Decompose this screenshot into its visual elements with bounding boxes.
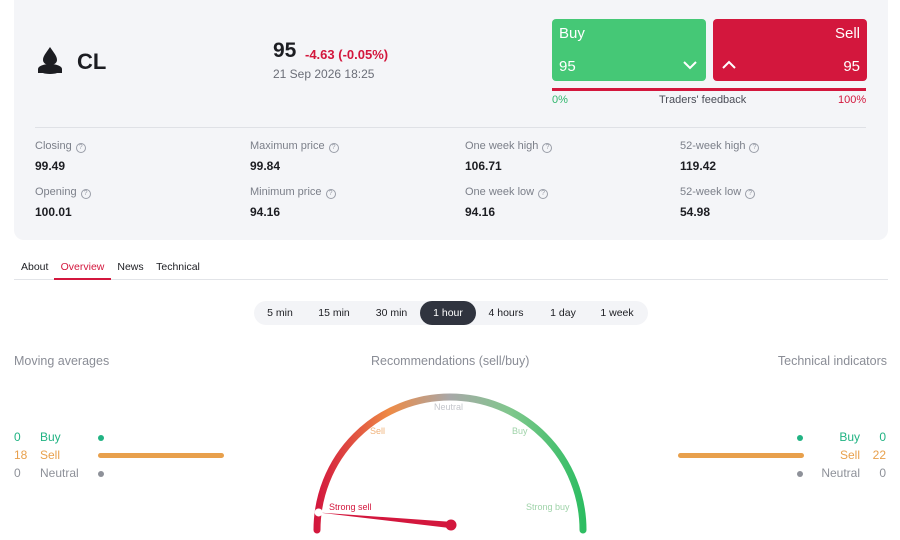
tab-overview[interactable]: Overview bbox=[54, 259, 111, 280]
sell-button-label: Sell bbox=[834, 25, 860, 42]
section-tabs: About Overview News Technical bbox=[14, 259, 888, 280]
stat-label: One week low bbox=[465, 186, 535, 198]
stat-value: 99.49 bbox=[35, 159, 66, 173]
ma-sell-bar bbox=[98, 453, 224, 458]
stat-52-week-low: 52-week low? 54.98 bbox=[680, 186, 756, 219]
sell-button[interactable]: Sell 95 bbox=[713, 19, 867, 81]
gauge-arc bbox=[313, 393, 587, 534]
buy-button-label: Buy bbox=[559, 25, 585, 42]
period-1-week[interactable]: 1 week bbox=[600, 307, 634, 319]
gauge-needle-tip bbox=[314, 508, 323, 517]
stat-value: 94.16 bbox=[250, 205, 281, 219]
sell-button-price: 95 bbox=[843, 58, 860, 75]
stat-label: Opening bbox=[35, 186, 77, 198]
help-icon[interactable]: ? bbox=[80, 189, 91, 199]
chevron-up-icon bbox=[722, 60, 736, 69]
ti-neutral-dot bbox=[797, 471, 803, 477]
stat-value: 94.16 bbox=[465, 205, 496, 219]
divider bbox=[35, 127, 866, 128]
help-icon[interactable]: ? bbox=[328, 143, 339, 153]
stat-value: 100.01 bbox=[35, 205, 72, 219]
stat-label: Closing bbox=[35, 140, 72, 152]
stat-label: 52-week low bbox=[680, 186, 742, 198]
tab-news[interactable]: News bbox=[117, 261, 144, 273]
ti-buy-label: Buy bbox=[839, 430, 860, 444]
stat-label: Minimum price bbox=[250, 186, 322, 198]
gauge-label-buy: Buy bbox=[512, 426, 528, 436]
current-price: 95 bbox=[273, 39, 297, 62]
quote-datetime: 21 Sep 2026 18:25 bbox=[273, 67, 375, 81]
stat-minimum-price: Minimum price? 94.16 bbox=[250, 186, 336, 219]
stat-value: 106.71 bbox=[465, 159, 502, 173]
ticker-symbol: CL bbox=[77, 49, 107, 74]
period-1-day[interactable]: 1 day bbox=[550, 307, 576, 319]
stat-one-week-high: One week high? 106.71 bbox=[465, 140, 553, 173]
ma-sell-label: Sell bbox=[40, 448, 61, 462]
stat-value: 119.42 bbox=[680, 159, 717, 173]
stat-maximum-price: Maximum price? 99.84 bbox=[250, 140, 339, 173]
moving-averages-title: Moving averages bbox=[14, 354, 110, 368]
help-icon[interactable]: ? bbox=[325, 189, 336, 199]
stat-opening: Opening? 100.01 bbox=[35, 186, 91, 219]
stat-value: 99.84 bbox=[250, 159, 281, 173]
stat-label: 52-week high bbox=[680, 140, 746, 152]
ma-buy-dot bbox=[98, 435, 104, 441]
traders-feedback-bar bbox=[552, 88, 866, 91]
stat-one-week-low: One week low? 94.16 bbox=[465, 186, 549, 219]
ma-sell-count: 18 bbox=[14, 448, 28, 462]
gauge-label-strong-buy: Strong buy bbox=[526, 502, 570, 512]
chevron-down-icon bbox=[683, 61, 697, 70]
buy-button[interactable]: Buy 95 bbox=[552, 19, 706, 81]
ma-buy-count: 0 bbox=[14, 430, 21, 444]
tab-about[interactable]: About bbox=[21, 261, 49, 273]
price-change: -4.63 (-0.05%) bbox=[305, 47, 389, 62]
ma-buy-label: Buy bbox=[40, 430, 61, 444]
period-5-min[interactable]: 5 min bbox=[267, 307, 293, 319]
help-icon[interactable]: ? bbox=[538, 189, 549, 199]
period-15-min[interactable]: 15 min bbox=[318, 307, 350, 319]
period-30-min[interactable]: 30 min bbox=[375, 307, 408, 319]
feedback-min: 0% bbox=[552, 94, 568, 106]
ti-neutral-label: Neutral bbox=[821, 466, 860, 480]
oil-drop-icon bbox=[38, 47, 62, 74]
stat-closing: Closing? 99.49 bbox=[35, 140, 86, 173]
tab-technical[interactable]: Technical bbox=[156, 261, 200, 273]
ti-sell-bar bbox=[678, 453, 804, 458]
stat-label: One week high bbox=[465, 140, 539, 152]
period-4-hours[interactable]: 4 hours bbox=[488, 307, 524, 319]
recommendations-title: Recommendations (sell/buy) bbox=[371, 354, 530, 368]
help-icon[interactable]: ? bbox=[75, 143, 86, 153]
stat-label: Maximum price bbox=[250, 140, 325, 152]
ti-buy-count: 0 bbox=[879, 430, 886, 444]
help-icon[interactable]: ? bbox=[745, 189, 756, 199]
stat-52-week-high: 52-week high? 119.42 bbox=[680, 140, 760, 173]
feedback-label: Traders' feedback bbox=[659, 94, 747, 106]
ti-sell-label: Sell bbox=[839, 448, 860, 462]
gauge-label-strong-sell: Strong sell bbox=[329, 502, 372, 512]
period-1-hour[interactable]: 1 hour bbox=[420, 301, 476, 325]
gauge-needle-hub bbox=[445, 519, 457, 531]
gauge-label-sell: Sell bbox=[370, 426, 385, 436]
ti-neutral-count: 0 bbox=[879, 466, 886, 480]
ma-neutral-dot bbox=[98, 471, 104, 477]
ti-sell-count: 22 bbox=[872, 448, 886, 462]
ma-neutral-count: 0 bbox=[14, 466, 21, 480]
gauge-label-neutral: Neutral bbox=[434, 402, 463, 412]
ti-buy-dot bbox=[797, 435, 803, 441]
recommendation-gauge: Neutral Sell Buy Strong sell Strong buy bbox=[313, 393, 587, 534]
stat-value: 54.98 bbox=[680, 205, 711, 219]
technical-indicators-title: Technical indicators bbox=[777, 354, 887, 368]
help-icon[interactable]: ? bbox=[749, 143, 760, 153]
period-selector: 5 min 15 min 30 min 1 hour 4 hours 1 day… bbox=[254, 301, 648, 325]
feedback-max: 100% bbox=[838, 94, 867, 106]
buy-button-price: 95 bbox=[559, 58, 576, 75]
ma-neutral-label: Neutral bbox=[40, 466, 79, 480]
gauge-needle bbox=[318, 512, 452, 529]
help-icon[interactable]: ? bbox=[542, 143, 553, 153]
